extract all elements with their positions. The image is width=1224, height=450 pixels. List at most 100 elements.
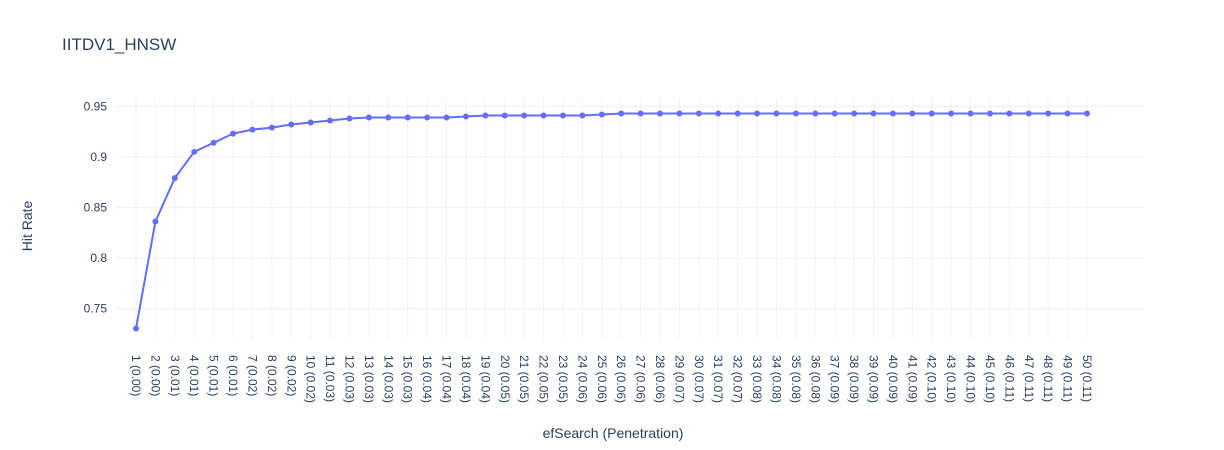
data-point[interactable] — [812, 110, 819, 117]
x-tick-label: 44 (0.10) — [964, 355, 978, 403]
x-tick-label: 21 (0.05) — [517, 355, 531, 403]
data-point[interactable] — [152, 218, 159, 225]
data-point[interactable] — [909, 110, 916, 117]
data-point[interactable] — [1006, 110, 1013, 117]
data-point[interactable] — [618, 110, 625, 117]
grid-layer — [117, 98, 1145, 338]
x-tick-label: 45 (0.10) — [983, 355, 997, 403]
x-tick-label: 38 (0.09) — [847, 355, 861, 403]
data-point[interactable] — [133, 325, 139, 332]
x-tick-label: 40 (0.09) — [886, 355, 900, 403]
data-point[interactable] — [1084, 110, 1090, 117]
data-point[interactable] — [676, 110, 683, 117]
y-tick-label: 0.9 — [90, 150, 107, 164]
data-point[interactable] — [1025, 110, 1032, 117]
data-point[interactable] — [482, 112, 489, 119]
data-point[interactable] — [870, 110, 877, 117]
data-point[interactable] — [346, 115, 353, 122]
data-point[interactable] — [521, 112, 528, 119]
data-point[interactable] — [365, 114, 372, 121]
data-point[interactable] — [734, 110, 741, 117]
x-tick-label: 4 (0.01) — [187, 355, 201, 396]
x-tick-label: 31 (0.07) — [711, 355, 725, 403]
x-tick-label: 13 (0.03) — [362, 355, 376, 403]
x-tick-label: 23 (0.05) — [556, 355, 570, 403]
x-tick-label: 25 (0.06) — [595, 355, 609, 403]
x-tick-label: 5 (0.01) — [207, 355, 221, 396]
data-point[interactable] — [249, 126, 256, 133]
data-point[interactable] — [385, 114, 392, 121]
data-point[interactable] — [889, 110, 896, 117]
data-point[interactable] — [598, 111, 605, 118]
data-point[interactable] — [424, 114, 431, 121]
y-tick-label: 0.75 — [84, 301, 108, 315]
data-point[interactable] — [792, 110, 799, 117]
data-point[interactable] — [831, 110, 838, 117]
series-line — [135, 112, 1087, 329]
x-tick-label: 30 (0.07) — [692, 355, 706, 403]
data-point[interactable] — [462, 113, 469, 120]
x-tick-label: 47 (0.11) — [1022, 355, 1036, 402]
x-tick-label: 19 (0.04) — [478, 355, 492, 403]
data-point[interactable] — [443, 114, 450, 121]
data-point[interactable] — [851, 110, 858, 117]
x-tick-label: 2 (0.00) — [148, 355, 162, 396]
plot-layer — [133, 110, 1090, 332]
data-point[interactable] — [695, 110, 702, 117]
x-tick-label: 12 (0.03) — [342, 355, 356, 403]
x-tick-label: 28 (0.06) — [653, 355, 667, 403]
data-point[interactable] — [327, 117, 334, 124]
data-point[interactable] — [657, 110, 664, 117]
x-tick-label: 20 (0.05) — [498, 355, 512, 403]
x-tick-label: 37 (0.09) — [828, 355, 842, 403]
x-tick-label: 27 (0.06) — [634, 355, 648, 403]
x-tick-label: 42 (0.10) — [925, 355, 939, 403]
x-tick-label: 3 (0.01) — [168, 355, 182, 396]
x-tick-label: 48 (0.11) — [1041, 355, 1055, 402]
y-tick-labels: 0.75 0.8 0.85 0.9 0.95 — [84, 99, 108, 315]
x-tick-label: 10 (0.02) — [304, 355, 318, 403]
data-point[interactable] — [540, 112, 547, 119]
x-tick-label: 9 (0.02) — [284, 355, 298, 396]
data-point[interactable] — [404, 114, 411, 121]
data-point[interactable] — [559, 112, 566, 119]
x-tick-label: 11 (0.03) — [323, 355, 337, 402]
x-tick-label: 1 (0.00) — [129, 355, 143, 396]
data-point[interactable] — [579, 112, 586, 119]
data-point[interactable] — [928, 110, 935, 117]
data-point[interactable] — [171, 175, 178, 182]
data-point[interactable] — [715, 110, 722, 117]
data-point[interactable] — [268, 124, 275, 131]
x-tick-label: 7 (0.02) — [245, 355, 259, 396]
x-tick-label: 14 (0.03) — [381, 355, 395, 403]
x-tick-label: 29 (0.07) — [672, 355, 686, 403]
data-point[interactable] — [191, 148, 198, 155]
x-tick-label: 36 (0.08) — [808, 355, 822, 403]
x-tick-label: 33 (0.08) — [750, 355, 764, 403]
data-point[interactable] — [230, 130, 237, 137]
x-tick-label: 16 (0.04) — [420, 355, 434, 403]
data-point[interactable] — [1045, 110, 1052, 117]
x-tick-label: 17 (0.04) — [440, 355, 454, 403]
y-axis-title: Hit Rate — [19, 201, 35, 252]
y-tick-label: 0.85 — [84, 200, 108, 214]
data-point[interactable] — [986, 110, 993, 117]
data-point[interactable] — [501, 112, 508, 119]
x-axis-title: efSearch (Penetration) — [543, 425, 684, 441]
data-point[interactable] — [754, 110, 761, 117]
x-tick-label: 41 (0.09) — [905, 355, 919, 403]
data-point[interactable] — [967, 110, 974, 117]
data-point[interactable] — [948, 110, 955, 117]
data-point[interactable] — [307, 119, 314, 126]
data-point[interactable] — [210, 139, 217, 146]
data-point[interactable] — [288, 121, 295, 128]
chart-title: IITDV1_HNSW — [62, 35, 176, 54]
x-tick-label: 49 (0.11) — [1061, 355, 1075, 402]
data-point[interactable] — [637, 110, 644, 117]
data-point[interactable] — [773, 110, 780, 117]
y-tick-label: 0.8 — [90, 251, 107, 265]
x-tick-label: 26 (0.06) — [614, 355, 628, 403]
data-point[interactable] — [1064, 110, 1071, 117]
